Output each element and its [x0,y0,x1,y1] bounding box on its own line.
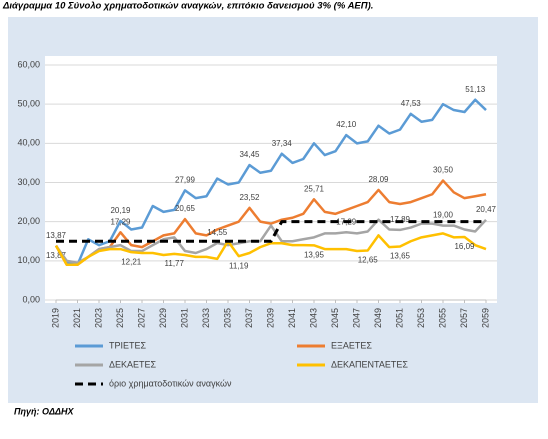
data-label: 28,09 [368,175,389,184]
x-tick-label: 2019 [50,308,60,328]
data-label: 20,65 [175,204,196,213]
data-label: 13,87 [46,231,67,240]
data-label: 25,71 [304,184,325,193]
legend-label: ΔΕΚΑΕΤΕΣ [109,359,157,369]
y-tick-label: 50,00 [17,99,40,109]
x-tick-label: 2041 [287,308,297,328]
y-tick-label: 20,00 [17,216,40,226]
data-label: 47,53 [401,99,422,108]
x-tick-label: 2035 [222,308,232,328]
x-tick-label: 2053 [416,308,426,328]
x-tick-label: 2023 [93,308,103,328]
legend-label: ΔΕΚΑΠΕΝΤΑΕΤΕΣ [331,359,408,369]
chart-title: Διάγραμμα 10 Σύνολο χρηματοδοτικών αναγκ… [2,1,373,12]
data-label: 51,13 [465,85,486,94]
x-tick-label: 2033 [201,308,211,328]
y-tick-label: 10,00 [17,255,40,265]
x-tick-label: 2027 [136,308,146,328]
x-tick-label: 2047 [351,308,361,328]
plot-area [45,56,497,303]
x-tick-label: 2021 [72,308,82,328]
x-tick-label: 2059 [480,308,490,328]
x-tick-label: 2025 [115,308,125,328]
data-label: 37,34 [272,139,293,148]
x-tick-label: 2057 [459,308,469,328]
series-line [54,218,487,265]
y-tick-label: 0,00 [22,294,40,304]
y-tick-label: 60,00 [17,59,40,69]
data-label: 12,21 [121,257,142,266]
data-label: 19,00 [433,211,454,220]
series-line [56,220,486,243]
legend-label: ΕΞΑΕΤΕΣ [331,340,372,350]
data-label: 17,29 [110,217,131,226]
legend-label: ΤΡΙΕΤΕΣ [109,340,147,350]
data-label: 42,10 [336,120,357,129]
data-label: 23,52 [239,193,260,202]
data-label: 13,95 [304,250,325,259]
data-label: 12,65 [358,256,379,265]
data-label: 11,19 [229,261,249,270]
data-label: 20,19 [110,206,131,215]
data-label: 16,09 [454,242,475,251]
x-tick-label: 2043 [308,308,318,328]
data-label: 30,50 [433,166,454,175]
y-tick-label: 30,00 [17,177,40,187]
x-tick-label: 2049 [373,308,383,328]
series-line [54,232,487,266]
x-tick-label: 2029 [158,308,168,328]
data-label: 34,45 [239,150,260,159]
data-label: 11,77 [165,259,185,268]
x-tick-label: 2055 [437,308,447,328]
data-label: 13,65 [390,252,411,261]
data-label: 27,99 [175,175,196,184]
x-tick-label: 2031 [179,308,189,328]
x-tick-label: 2039 [265,308,275,328]
data-label: 20,47 [476,205,497,214]
series-line [54,98,487,266]
data-label: 14,55 [207,228,228,237]
y-tick-label: 40,00 [17,138,40,148]
data-label: 13,87 [46,251,67,260]
legend-label: όριο χρηματοδοτικών αναγκών [109,378,232,388]
x-tick-label: 2045 [330,308,340,328]
data-label: 17,89 [390,215,411,224]
x-tick-label: 2051 [394,308,404,328]
source: Πηγή: ΟΔΔΗΧ [14,406,75,416]
x-tick-label: 2037 [244,308,254,328]
